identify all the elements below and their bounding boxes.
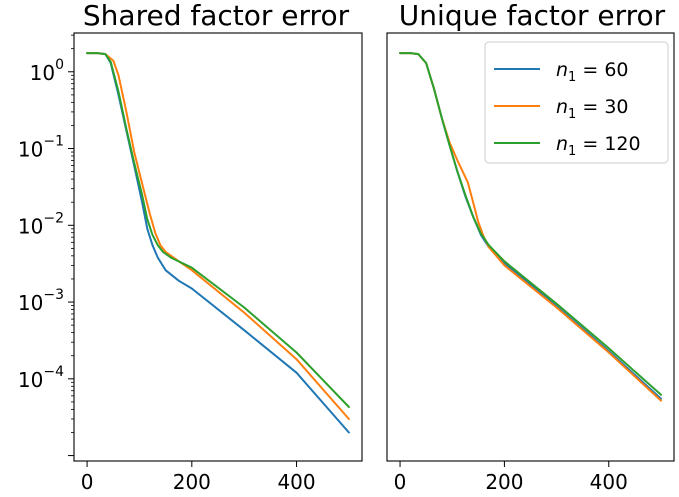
panel-title: Unique factor error — [399, 0, 666, 32]
axes-frame — [73, 32, 363, 462]
legend-box — [484, 41, 669, 164]
x-axis: 0 200 400 — [394, 461, 628, 494]
y-tick-label: 10−2 — [18, 210, 64, 238]
legend: n1 = 60 n1 = 30 n1 = 120 — [484, 41, 669, 164]
x-tick-label: 0 — [394, 470, 407, 494]
series-lines — [86, 52, 350, 434]
panel-title: Shared factor error — [83, 0, 350, 32]
x-tick-label: 400 — [590, 470, 628, 494]
y-tick-label: 100 — [30, 57, 64, 85]
series-lines — [399, 52, 662, 402]
legend-label: n1 = 120 — [556, 133, 641, 159]
legend-label: n1 = 60 — [556, 59, 629, 85]
panel-shared-factor-error: Shared factor error 10010−110−210−310−4 … — [18, 0, 363, 494]
x-axis: 0 200 400 — [81, 461, 316, 494]
x-tick-label: 400 — [277, 470, 315, 494]
x-tick-label: 0 — [81, 470, 94, 494]
y-tick-label: 10−1 — [18, 134, 64, 162]
series-line-2 — [86, 52, 350, 408]
x-tick-label: 200 — [173, 470, 211, 494]
axes-frame — [386, 32, 675, 462]
y-axis: 100 10−1 10−2 10−3 10−4 — [18, 34, 74, 457]
series-line-2 — [399, 52, 662, 396]
legend-label: n1 = 30 — [556, 96, 629, 122]
series-line-1 — [86, 52, 350, 420]
y-tick-label: 10−4 — [18, 364, 64, 392]
y-tick-label: 10−3 — [18, 287, 64, 315]
x-tick-label: 200 — [485, 470, 523, 494]
